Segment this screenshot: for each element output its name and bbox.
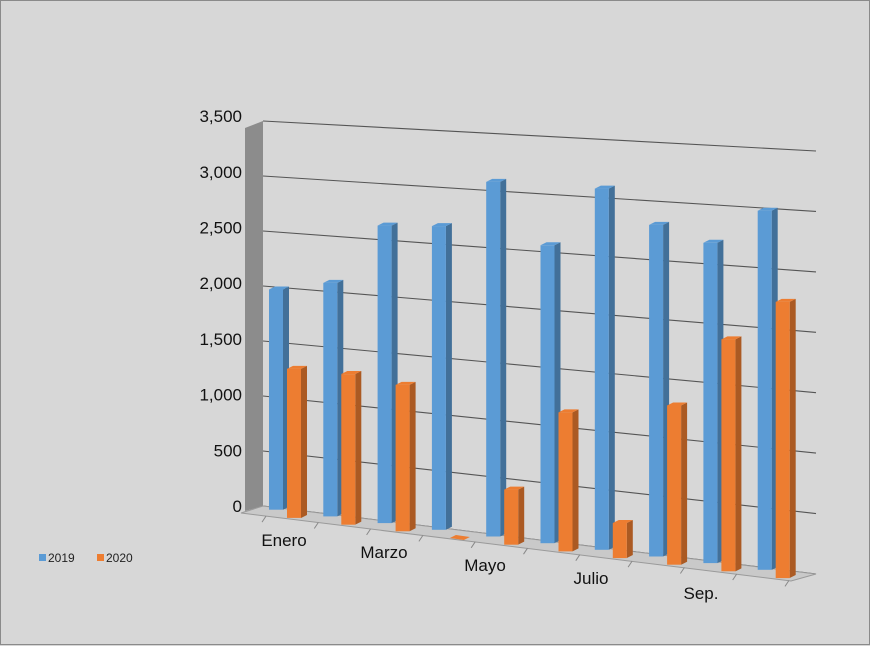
bar-2019-Enero [269,289,283,510]
gridline [262,230,817,273]
bar-side [355,371,362,525]
bar-top [594,185,615,189]
bar-side [572,409,579,552]
bar-side [681,402,688,565]
bar-2020-Octubre [775,301,790,579]
bar-top [721,336,742,340]
x-tick-mark [418,535,424,542]
bar-top [269,286,289,290]
x-tick-mark [732,573,738,581]
x-tick-mark [784,580,790,587]
bar-2020-Marzo [395,384,410,532]
bar-2020-Febrero [341,374,356,525]
bar-top [395,381,416,385]
bar-top [431,223,452,227]
bar-side [445,223,452,530]
bar-top [449,534,470,540]
gridline [262,175,817,212]
side-wall [245,121,263,511]
bar-side [608,185,615,550]
gridline [262,285,817,333]
bar-top [486,178,507,182]
bar-top [649,221,670,225]
y-tick-label: 2,500 [199,219,242,238]
x-tick-mark [366,528,372,536]
x-tick-label: Sep. [684,584,719,603]
bar-top [341,371,362,375]
x-tick-mark [523,547,528,555]
bar-2020-Agosto [667,405,682,565]
y-tick-label: 2,000 [199,274,242,293]
bar-2019-Junio [540,245,555,544]
gridline [262,120,817,152]
bar-2019-Julio [594,188,609,550]
x-tick-mark [575,554,581,561]
y-tick-label: 1,500 [199,330,242,349]
bar-2020-Enero [287,368,301,518]
x-tick-label: Marzo [360,543,407,562]
y-tick-label: 500 [214,441,242,460]
bar-top [540,242,561,246]
bar-side [789,298,796,579]
bar-top [775,298,796,302]
bar-2019-Febrero [323,282,338,517]
x-tick-mark [313,522,319,529]
bar-side [518,486,525,545]
x-tick-mark [627,560,633,568]
bar-top [287,365,307,369]
bar-2020-Mayo [504,489,519,545]
bar-2020-Junio [558,412,573,552]
y-tick-label: 3,000 [199,163,242,182]
bar-side [500,178,507,537]
bar-2020-Sep. [721,339,736,572]
y-tick-label: 0 [233,497,242,516]
legend-swatch-2020 [97,554,104,561]
x-tick-mark [261,515,267,523]
bar-2019-Abril [431,226,446,530]
bar-top [703,239,724,243]
y-tick-label: 1,000 [199,386,242,405]
bar-2019-Marzo [377,225,392,524]
x-tick-label: Mayo [464,556,506,575]
bar-top [377,222,398,226]
x-tick-mark [679,567,685,574]
bar-side [301,365,307,518]
x-tick-label: Enero [261,531,306,550]
x-tick-label: Julio [574,569,609,588]
bar-top [558,409,579,413]
legend-swatch-2019 [39,554,46,561]
bar-side [735,336,742,572]
bar-top [323,279,344,283]
legend-label-2019: 2019 [48,551,75,565]
bar-2019-Octubre [757,210,772,570]
bar-top [757,207,778,211]
bar-2019-Sep. [703,242,718,564]
legend-label-2020: 2020 [106,551,133,565]
x-tick-mark [470,541,476,549]
bar-2020-Julio [612,523,627,559]
bar-2019-Mayo [486,181,501,537]
y-tick-label: 3,500 [199,107,242,126]
bar-top [667,402,688,406]
bar-side [626,519,633,559]
bar-top [504,486,525,490]
bar-2019-Agosto [649,224,664,557]
bar-side [409,381,416,532]
bar-top [612,519,633,523]
